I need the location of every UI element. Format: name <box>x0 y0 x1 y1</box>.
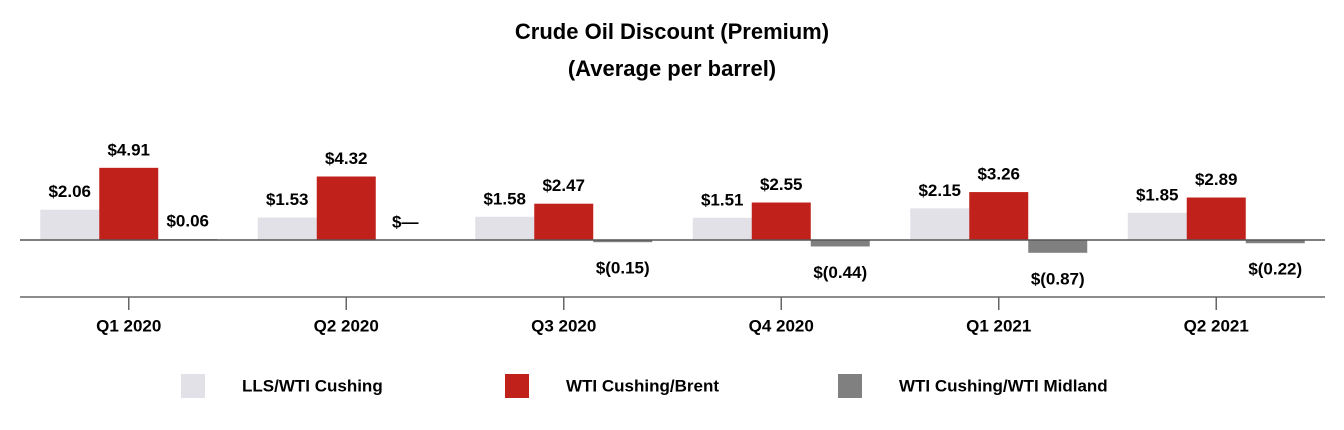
bar <box>475 216 535 240</box>
bar <box>1028 240 1088 253</box>
bar <box>1127 212 1187 240</box>
bar <box>40 209 100 240</box>
bar <box>99 167 159 240</box>
legend-swatch <box>181 374 205 398</box>
x-tick-label: Q4 2020 <box>749 316 814 335</box>
bar <box>910 208 970 240</box>
legend-label: LLS/WTI Cushing <box>242 376 383 395</box>
legend-swatch <box>505 374 529 398</box>
value-label: $(0.22) <box>1248 260 1302 279</box>
bar <box>1245 240 1305 244</box>
chart-subtitle: (Average per barrel) <box>568 56 776 81</box>
value-label: $2.06 <box>48 182 91 201</box>
value-label: $4.91 <box>107 140 150 159</box>
value-label: $1.53 <box>266 190 309 209</box>
value-label: $(0.87) <box>1031 269 1085 288</box>
x-tick-label: Q1 2021 <box>966 316 1031 335</box>
bar <box>751 202 811 240</box>
value-label: $2.47 <box>542 176 585 195</box>
bar <box>810 240 870 247</box>
bar <box>593 240 653 243</box>
value-label: $3.26 <box>977 165 1020 184</box>
bar <box>969 192 1029 240</box>
legend-label: WTI Cushing/WTI Midland <box>899 376 1108 395</box>
bar <box>316 176 376 240</box>
value-label: $4.32 <box>325 149 368 168</box>
value-label: $1.58 <box>483 189 526 208</box>
value-label: $— <box>392 212 418 231</box>
bar <box>257 217 317 240</box>
bar <box>692 217 752 240</box>
value-label: $1.85 <box>1136 185 1179 204</box>
legend-label: WTI Cushing/Brent <box>566 376 719 395</box>
value-label: $1.51 <box>701 190 744 209</box>
x-tick-label: Q1 2020 <box>96 316 161 335</box>
bar <box>534 203 594 240</box>
value-label: $(0.15) <box>596 259 650 278</box>
value-label: $0.06 <box>166 212 209 231</box>
legend-swatch <box>838 374 862 398</box>
x-tick-label: Q2 2020 <box>314 316 379 335</box>
chart-title: Crude Oil Discount (Premium) <box>515 19 829 44</box>
value-label: $(0.44) <box>813 263 867 282</box>
x-tick-label: Q2 2021 <box>1184 316 1249 335</box>
value-label: $2.15 <box>918 181 961 200</box>
value-label: $2.55 <box>760 175 803 194</box>
x-tick-label: Q3 2020 <box>531 316 596 335</box>
bar <box>1186 197 1246 240</box>
value-label: $2.89 <box>1195 170 1238 189</box>
